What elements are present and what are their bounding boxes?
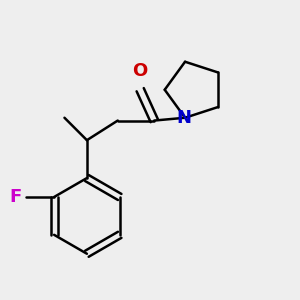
Text: O: O — [133, 62, 148, 80]
Text: F: F — [10, 188, 22, 206]
Text: N: N — [176, 109, 191, 127]
